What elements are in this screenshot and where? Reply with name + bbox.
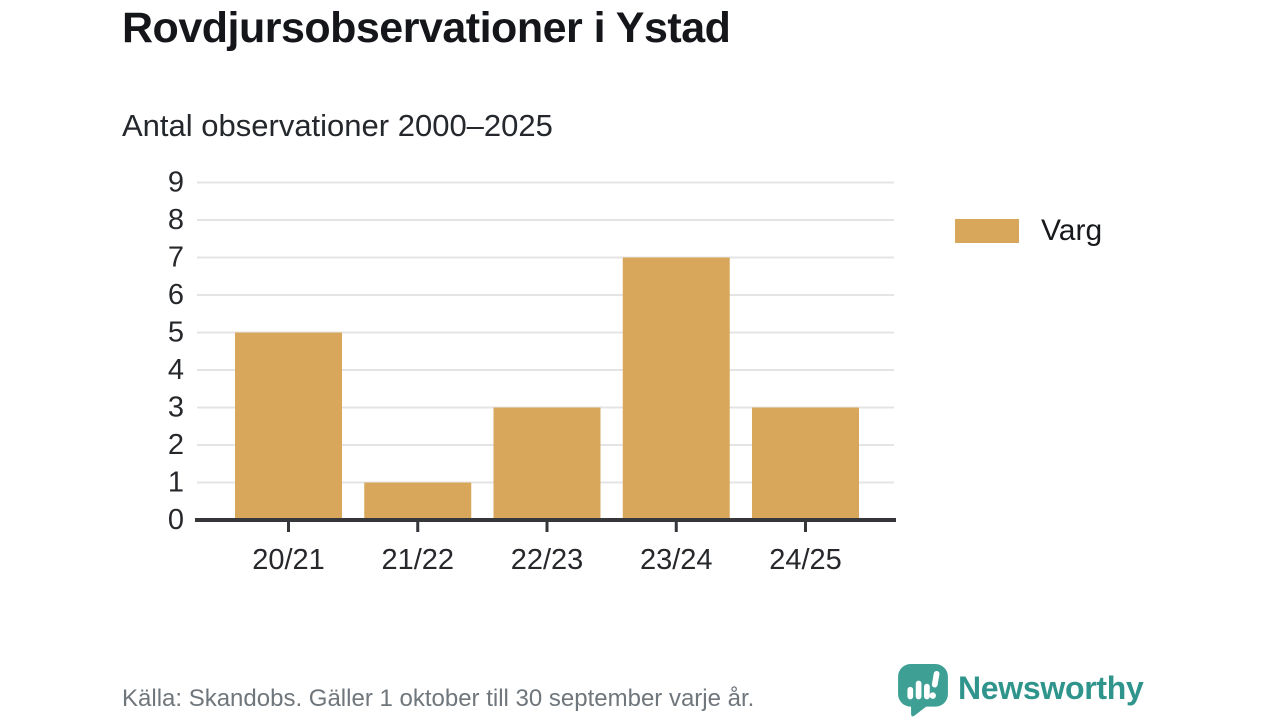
y-tick-label-4: 4: [168, 354, 184, 386]
brand-logo: Newsworthy: [897, 663, 1144, 717]
chart-subtitle: Antal observationer 2000–2025: [122, 108, 553, 143]
y-tick-label-1: 1: [168, 467, 184, 499]
mini-bar-chart-glyph: [907, 680, 930, 700]
legend-label-varg: Varg: [1041, 214, 1103, 247]
brand-name: Newsworthy: [958, 669, 1144, 706]
source-note: Källa: Skandobs. Gäller 1 oktober till 3…: [122, 685, 755, 712]
y-tick-label-3: 3: [168, 392, 184, 424]
bar-chart: 20/21 21/22 22/23 23/24 24/25 0 1 2 3 4 5 6 7 8 9: [168, 167, 896, 576]
chart-legend: Varg: [955, 214, 1102, 248]
bar-22/23: [493, 407, 601, 519]
y-tick-label-7: 7: [168, 242, 184, 274]
x-tick-label-20/21: 20/21: [252, 544, 325, 576]
legend-swatch-varg: [955, 219, 1019, 243]
y-tick-label-6: 6: [168, 279, 184, 311]
y-tick-label-5: 5: [168, 317, 184, 349]
bar-24/25: [752, 407, 859, 519]
exclamation-glyph: [929, 670, 940, 699]
speech-bubble-shape: [898, 664, 948, 717]
bar-23/24: [622, 257, 730, 519]
y-tick-label-8: 8: [168, 204, 184, 236]
x-tick-label-23/24: 23/24: [640, 544, 713, 576]
x-tick-label-24/25: 24/25: [769, 544, 842, 576]
bar-20/21: [235, 332, 342, 519]
y-tick-label-0: 0: [168, 504, 184, 536]
y-tick-label-2: 2: [168, 429, 184, 461]
x-tick-label-21/22: 21/22: [381, 544, 454, 576]
x-tick-label-22/23: 22/23: [511, 544, 584, 576]
newsworthy-speech-bubble-chart-icon: [898, 664, 948, 717]
bar-21/22: [364, 482, 472, 519]
chart-title: Rovdjursobservationer i Ystad: [122, 4, 731, 52]
y-tick-label-9: 9: [168, 167, 184, 199]
